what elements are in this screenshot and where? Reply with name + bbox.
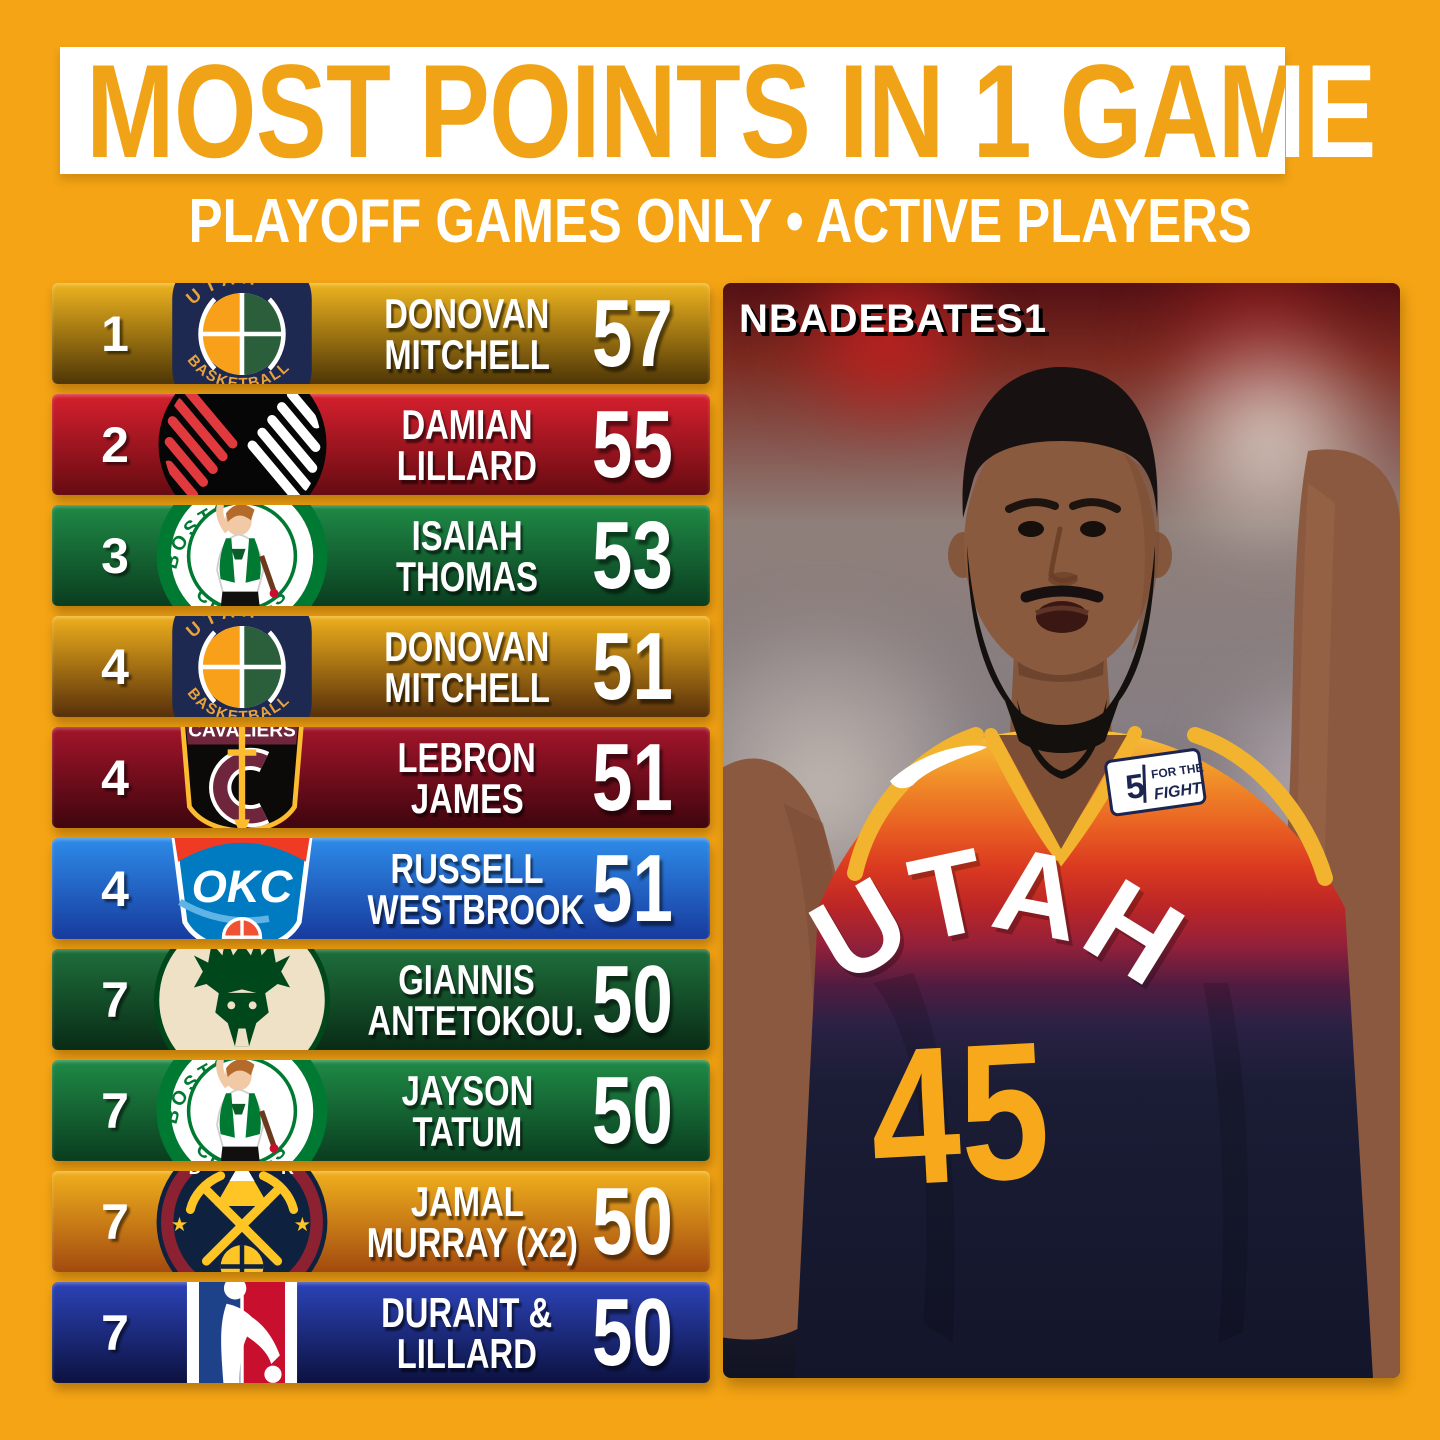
player-name: DONOVAN MITCHELL xyxy=(384,622,550,711)
celtics-logo-icon: BOSTON CELTICS xyxy=(147,1060,337,1161)
rank-number: 7 xyxy=(101,1082,129,1139)
ranking-row-6: 4 OKC RUSSELL WESTBROOK 51 xyxy=(52,838,710,939)
points-value: 51 xyxy=(591,838,673,939)
player-name: ISAIAH THOMAS xyxy=(396,511,538,600)
five-for-the-fight-patch: 5 FOR THE FIGHT xyxy=(1104,748,1207,817)
nike-swoosh-icon xyxy=(890,745,987,789)
points-value: 51 xyxy=(591,616,673,717)
donovan-mitchell-figure: 5 FOR THE FIGHT UTAH UTAH 45 xyxy=(723,367,1400,1378)
player-photo: 5 FOR THE FIGHT UTAH UTAH 45 NBADEBATES1 xyxy=(723,283,1400,1378)
jazz-logo-icon: UTAH BASKETBALL xyxy=(147,283,337,384)
jazz-logo-icon: UTAH BASKETBALL xyxy=(147,616,337,717)
player-name: GIANNIS ANTETOKOU. xyxy=(367,955,584,1044)
page-subtitle: PLAYOFF GAMES ONLY • ACTIVE PLAYERS xyxy=(188,187,1252,256)
celtics-logo-icon: BOSTON CELTICS xyxy=(147,505,337,606)
player-name: LEBRON JAMES xyxy=(397,733,537,822)
rank-number: 7 xyxy=(101,1304,129,1361)
svg-text:OKC: OKC xyxy=(192,861,294,912)
title-band xyxy=(60,47,1285,174)
rank-number: 2 xyxy=(101,416,129,473)
ranking-row-7: 7 GIANNIS ANTETOKOU. 50 xyxy=(52,949,710,1050)
svg-text:★: ★ xyxy=(294,1213,312,1235)
ranking-list: 1 UTAH BASKETBALL DONOVAN MITCHELL 57 2 xyxy=(52,283,710,1383)
player-name: DURANT & LILLARD xyxy=(381,1288,553,1377)
rank-number: 3 xyxy=(101,527,129,584)
svg-text:FIGHT: FIGHT xyxy=(1153,780,1204,804)
player-name: DAMIAN LILLARD xyxy=(396,400,538,489)
rank-number: 7 xyxy=(101,971,129,1028)
rank-number: 4 xyxy=(101,749,129,806)
rank-number: 4 xyxy=(101,638,129,695)
ranking-row-4: 4 UTAH BASKETBALL DONOVAN MITCHELL 51 xyxy=(52,616,710,717)
player-name: DONOVAN MITCHELL xyxy=(384,289,550,378)
points-value: 53 xyxy=(591,505,673,606)
points-value: 50 xyxy=(591,1282,673,1383)
points-value: 50 xyxy=(591,1060,673,1161)
rank-number: 1 xyxy=(101,305,129,362)
svg-text:D: D xyxy=(189,1171,202,1177)
rank-number: 7 xyxy=(101,1193,129,1250)
rank-number: 4 xyxy=(101,860,129,917)
bucks-logo-icon xyxy=(147,949,337,1050)
player-name: JAMAL MURRAY (X2) xyxy=(366,1177,578,1266)
ranking-row-8: 7 BOSTON CELTICS JAYSON TATUM 50 xyxy=(52,1060,710,1161)
ranking-row-10: 7 DURANT & LILLARD 50 xyxy=(52,1282,710,1383)
player-head xyxy=(948,367,1172,779)
jersey xyxy=(795,726,1373,1378)
points-value: 50 xyxy=(591,1171,673,1272)
ranking-row-1: 1 UTAH BASKETBALL DONOVAN MITCHELL 57 xyxy=(52,283,710,384)
okc-logo-icon: OKC xyxy=(147,838,337,939)
page-title: MOST POINTS IN 1 GAME xyxy=(86,38,1376,186)
points-value: 50 xyxy=(591,949,673,1050)
ranking-row-5: 4 CAVALIERS LEBRON JAMES 51 xyxy=(52,727,710,828)
points-value: 57 xyxy=(591,283,673,384)
svg-text:★: ★ xyxy=(171,1213,189,1235)
watermark: NBADEBATES1 xyxy=(739,297,1048,341)
ranking-row-9: 7 D R N S ★★ JAMAL MURRAY (X2) 50 xyxy=(52,1171,710,1272)
nuggets-logo-icon: D R N S ★★ xyxy=(147,1171,337,1272)
ranking-row-2: 2 DAMIAN LILLARD 55 xyxy=(52,394,710,495)
page-title-outside: MOST POINTS IN 1 GAME xyxy=(86,38,1376,186)
nba-logo-icon xyxy=(147,1282,337,1383)
blazers-logo-icon xyxy=(147,394,337,495)
jersey-number: 45 xyxy=(865,1001,1054,1228)
cavs-logo-icon: CAVALIERS xyxy=(147,727,337,828)
points-value: 55 xyxy=(591,394,673,495)
points-value: 51 xyxy=(591,727,673,828)
svg-text:45: 45 xyxy=(865,1001,1054,1228)
svg-text:R: R xyxy=(281,1171,294,1177)
ranking-row-3: 3 BOSTON CELTICS ISAIAH THOMAS 53 xyxy=(52,505,710,606)
player-name: RUSSELL WESTBROOK xyxy=(367,844,585,933)
player-name: JAYSON TATUM xyxy=(401,1066,533,1155)
